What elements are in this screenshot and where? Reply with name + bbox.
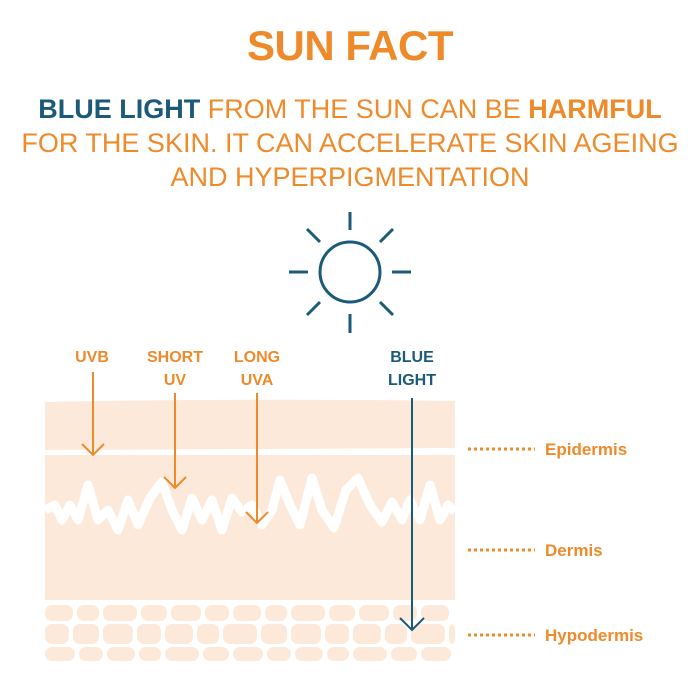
hypodermis-cell (385, 624, 407, 644)
hypodermis-cell (291, 605, 325, 621)
hypodermis-cell (233, 605, 261, 621)
hypodermis-cell (325, 624, 349, 644)
hypodermis-cell (103, 624, 133, 644)
ray-label-short-uv-2: UV (164, 372, 187, 389)
hypodermis-cell (45, 624, 69, 644)
blue-light-arrow (399, 398, 425, 632)
hypodermis-cell (107, 647, 135, 661)
short-uv-arrow (163, 393, 187, 490)
hypodermis-cell (137, 624, 161, 644)
hypodermis-cell (267, 647, 291, 661)
dermis-wave (42, 473, 459, 535)
subtitle: BLUE LIGHT FROM THE SUN CAN BE HARMFUL F… (0, 92, 700, 194)
hypodermis-cell (327, 647, 349, 661)
label-epidermis: Epidermis (545, 440, 627, 459)
label-hypodermis: Hypodermis (545, 626, 643, 645)
hypodermis-cell (223, 624, 257, 644)
hypodermis-cell (421, 605, 449, 621)
ray-label-uvb: UVB (75, 349, 109, 366)
subtitle-line-2: FOR THE SKIN. IT CAN ACCELERATE SKIN AGE… (21, 128, 679, 158)
hypodermis-cell (359, 605, 389, 621)
hypodermis-cell (205, 605, 229, 621)
hypodermis-cell (393, 605, 417, 621)
hypodermis-cell (45, 605, 73, 621)
layer-labels: Epidermis Dermis Hypodermis (468, 440, 643, 645)
hypodermis-cell (171, 605, 201, 621)
hypodermis-cell (353, 647, 387, 661)
long-uva-arrow (245, 393, 269, 525)
hypodermis-cell (197, 624, 219, 644)
hypodermis-cell (103, 605, 137, 621)
hypodermis-cell (329, 605, 355, 621)
page-title: SUN FACT (247, 22, 454, 69)
ray-labels: UVB SHORT UV LONG UVA BLUE LIGHT (75, 349, 436, 389)
ray-label-long-uva: LONG (234, 349, 280, 366)
hypodermis-cell (77, 605, 99, 621)
hypodermis-cell (139, 647, 161, 661)
hypodermis-cell (265, 605, 287, 621)
ray-label-long-uva-2: UVA (241, 372, 274, 389)
hypodermis-cell (449, 624, 455, 644)
hypodermis-cell (73, 624, 99, 644)
hypodermis-cell (203, 647, 229, 661)
hypodermis-cell (165, 647, 199, 661)
hypodermis-cell (295, 647, 323, 661)
label-dermis: Dermis (545, 541, 603, 560)
hypodermis-cell (233, 647, 263, 661)
hypodermis-cell (165, 624, 193, 644)
subtitle-text: FROM THE SUN CAN BE (200, 94, 529, 124)
subtitle-line-3: AND HYPERPIGMENTATION (170, 162, 530, 192)
sun-icon (289, 212, 411, 333)
epidermis-layer (45, 399, 455, 450)
hypodermis-cell (411, 624, 445, 644)
hypodermis-cell (79, 647, 103, 661)
hypodermis-cell (391, 647, 417, 661)
hypodermis-cell (261, 624, 287, 644)
dermis-layer (45, 455, 455, 600)
hypodermis-cell (291, 624, 321, 644)
hypodermis-cell (421, 647, 451, 661)
hypodermis-cell (353, 624, 381, 644)
ray-label-short-uv: SHORT (147, 349, 203, 366)
highlight-blue-light: BLUE LIGHT (38, 94, 201, 124)
hypodermis-cells (45, 605, 455, 661)
uvb-arrow (81, 372, 105, 457)
skin-layers (42, 399, 459, 661)
ray-label-blue-light: BLUE (390, 349, 434, 366)
hypodermis-cell (141, 605, 167, 621)
ray-label-blue-light-2: LIGHT (388, 372, 436, 389)
highlight-harmful: HARMFUL (528, 94, 662, 124)
hypodermis-cell (45, 647, 75, 661)
